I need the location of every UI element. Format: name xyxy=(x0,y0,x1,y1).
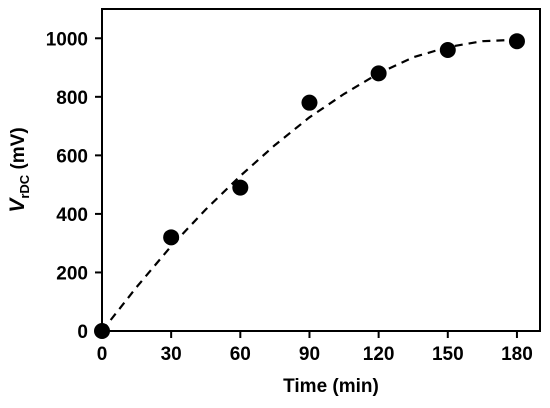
y-tick-label: 1000 xyxy=(46,29,88,50)
series-layer xyxy=(94,33,525,339)
y-tick-label: 400 xyxy=(56,205,88,226)
fit-curve xyxy=(101,38,517,332)
data-point xyxy=(232,179,249,196)
data-point xyxy=(439,41,456,58)
x-tick-label: 0 xyxy=(97,344,108,365)
plot-frame xyxy=(101,8,541,332)
x-tick-label: 150 xyxy=(432,344,464,365)
y-axis-title-symbol: V xyxy=(6,197,29,213)
y-tick-label: 800 xyxy=(56,88,88,109)
y-tick-label: 200 xyxy=(56,263,88,284)
data-point xyxy=(370,65,387,82)
ticks-layer: 0 30 60 90 120 150 180 0 200 400 600 800 1000 xyxy=(46,29,533,365)
y-tick-label: 600 xyxy=(56,146,88,167)
x-tick-label: 120 xyxy=(363,344,395,365)
x-tick-label: 60 xyxy=(230,344,251,365)
x-tick-label: 180 xyxy=(501,344,533,365)
data-point xyxy=(508,33,525,50)
x-axis-title: Time (min) xyxy=(283,376,379,397)
y-axis-title: VrDC (mV) xyxy=(6,127,32,212)
y-axis-title-subscript: rDC xyxy=(17,174,32,198)
data-point xyxy=(163,229,180,246)
x-tick-label: 30 xyxy=(161,344,182,365)
y-axis-title-unit: (mV) xyxy=(8,127,29,175)
data-point xyxy=(301,94,318,111)
x-tick-label: 90 xyxy=(299,344,320,365)
y-tick-label: 0 xyxy=(77,322,88,343)
